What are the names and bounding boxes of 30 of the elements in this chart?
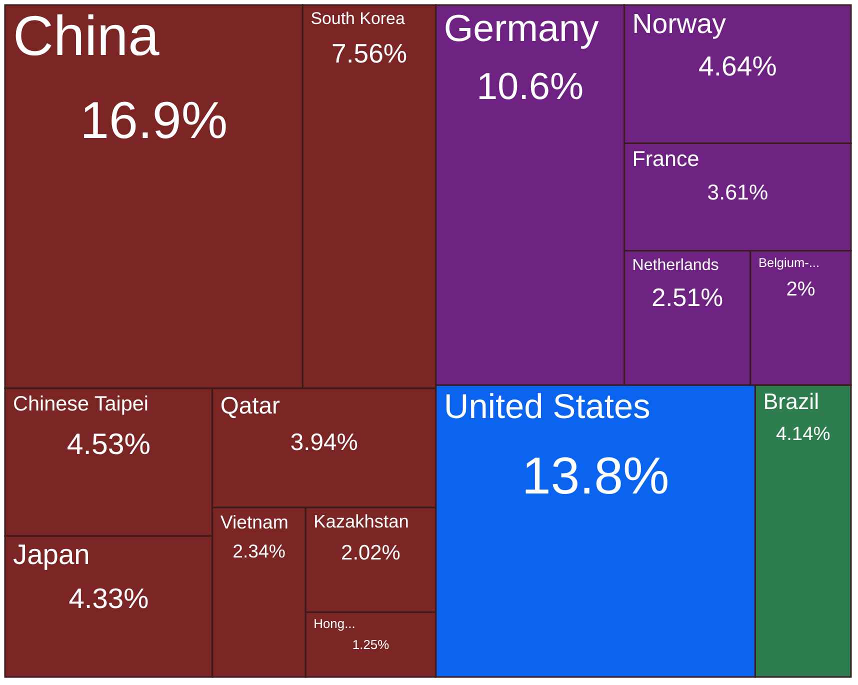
data-label: 13.8% bbox=[522, 447, 670, 506]
data-label: 16.9% bbox=[80, 92, 228, 150]
data-label: 3.61% bbox=[707, 180, 768, 204]
category-label: South Korea bbox=[310, 9, 406, 28]
category-label: Netherlands bbox=[632, 256, 719, 274]
category-label: Vietnam bbox=[220, 511, 288, 532]
category-label: Japan bbox=[13, 538, 90, 570]
data-label: 1.25% bbox=[352, 636, 390, 652]
data-label: 2% bbox=[786, 278, 816, 301]
data-label: 3.94% bbox=[290, 429, 358, 456]
data-label: 2.51% bbox=[652, 284, 724, 312]
data-label: 10.6% bbox=[476, 65, 584, 108]
category-label: Norway bbox=[632, 8, 726, 39]
category-label: Germany bbox=[444, 7, 599, 49]
category-label: Hong... bbox=[314, 616, 356, 632]
data-label: 2.02% bbox=[341, 541, 400, 564]
category-label: Qatar bbox=[220, 392, 280, 420]
data-label: 4.14% bbox=[776, 424, 830, 446]
data-label: 4.64% bbox=[698, 50, 777, 82]
data-label: 4.33% bbox=[68, 582, 149, 614]
category-label: Chinese Taipei bbox=[13, 392, 149, 416]
data-label: 7.56% bbox=[332, 38, 408, 68]
data-label: 2.34% bbox=[232, 540, 286, 562]
category-label: Brazil bbox=[763, 389, 820, 414]
data-label: 4.53% bbox=[66, 428, 151, 461]
category-label: France bbox=[632, 147, 700, 172]
category-label: Belgium-... bbox=[758, 254, 820, 270]
category-label: Kazakhstan bbox=[314, 510, 409, 532]
category-label: United States bbox=[444, 388, 650, 426]
category-label: China bbox=[13, 4, 160, 67]
